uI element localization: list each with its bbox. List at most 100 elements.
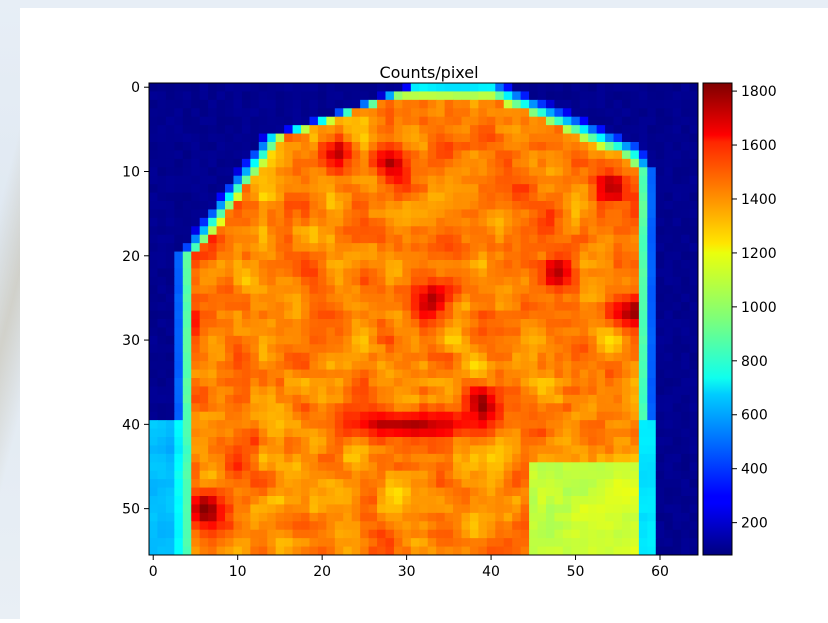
heatmap-cell: [258, 369, 268, 379]
heatmap-cell: [208, 378, 218, 387]
heatmap-cell: [351, 184, 361, 194]
heatmap-cell: [453, 201, 463, 210]
heatmap-cell: [301, 201, 310, 210]
heatmap-cell: [469, 335, 479, 345]
heatmap-cell: [655, 184, 665, 194]
heatmap-cell: [216, 91, 226, 101]
heatmap-cell: [605, 470, 615, 480]
heatmap-cell: [554, 142, 564, 151]
heatmap-cell: [385, 453, 395, 463]
heatmap-cell: [461, 91, 471, 101]
heatmap-cell: [301, 335, 310, 345]
heatmap-cell: [292, 319, 302, 328]
heatmap-cell: [368, 108, 378, 118]
heatmap-cell: [402, 420, 412, 430]
heatmap-cell: [486, 260, 496, 269]
heatmap-cell: [199, 479, 209, 489]
heatmap-cell: [689, 420, 699, 430]
heatmap-cell: [402, 479, 412, 489]
heatmap-cell: [284, 125, 294, 135]
heatmap-cell: [571, 546, 581, 556]
heatmap-cell: [377, 470, 386, 480]
heatmap-cell: [478, 251, 488, 261]
heatmap-cell: [495, 234, 505, 244]
heatmap-cell: [199, 546, 209, 556]
heatmap-cell: [647, 260, 657, 269]
heatmap-cell: [469, 175, 479, 185]
heatmap-cell: [486, 142, 496, 151]
heatmap-cell: [241, 150, 251, 160]
heatmap-cell: [216, 133, 226, 143]
y-tick-label: 20: [122, 249, 140, 265]
heatmap-cell: [292, 529, 302, 539]
heatmap-cell: [233, 470, 243, 480]
heatmap-cell: [368, 319, 378, 328]
heatmap-cell: [486, 83, 496, 92]
heatmap-cell: [182, 209, 192, 219]
heatmap-cell: [309, 394, 319, 404]
heatmap-cell: [292, 251, 302, 261]
heatmap-cell: [309, 378, 319, 387]
heatmap-cell: [250, 285, 260, 295]
heatmap-cell: [638, 276, 648, 286]
heatmap-cell: [360, 529, 370, 539]
heatmap-cell: [191, 496, 201, 505]
heatmap-cell: [545, 361, 555, 371]
x-tick-label: 0: [149, 564, 158, 580]
heatmap-cell: [326, 352, 336, 362]
heatmap-cell: [334, 226, 344, 236]
heatmap-cell: [174, 276, 184, 286]
heatmap-cell: [317, 142, 327, 151]
heatmap-cell: [199, 251, 209, 261]
heatmap-cell: [377, 445, 386, 455]
heatmap-cell: [537, 83, 547, 92]
heatmap-cell: [427, 437, 437, 446]
heatmap-cell: [689, 378, 699, 387]
heatmap-cell: [157, 142, 167, 151]
heatmap-cell: [360, 369, 370, 379]
heatmap-cell: [284, 276, 294, 286]
heatmap-cell: [613, 386, 623, 396]
heatmap-cell: [630, 217, 640, 227]
heatmap-cell: [461, 116, 471, 126]
heatmap-cell: [174, 116, 184, 126]
heatmap-cell: [292, 285, 302, 295]
heatmap-cell: [275, 276, 285, 286]
heatmap-cell: [427, 327, 437, 337]
heatmap-cell: [672, 462, 682, 472]
heatmap-cell: [571, 394, 581, 404]
heatmap-cell: [402, 428, 412, 438]
heatmap-cell: [461, 293, 471, 303]
heatmap-cell: [529, 394, 539, 404]
heatmap-cell: [368, 479, 378, 489]
heatmap-cell: [419, 116, 429, 126]
heatmap-cell: [630, 479, 640, 489]
heatmap-cell: [343, 184, 353, 194]
heatmap-cell: [579, 192, 589, 202]
heatmap-cell: [681, 91, 691, 101]
heatmap-cell: [368, 133, 378, 143]
heatmap-cell: [478, 361, 488, 371]
heatmap-cell: [427, 192, 437, 202]
heatmap-cell: [267, 479, 277, 489]
heatmap-cell: [301, 352, 310, 362]
heatmap-cell: [182, 276, 192, 286]
heatmap-cell: [250, 335, 260, 345]
heatmap-cell: [165, 319, 175, 328]
heatmap-cell: [478, 142, 488, 151]
heatmap-cell: [182, 538, 192, 548]
heatmap-cell: [537, 99, 547, 109]
heatmap-cell: [385, 91, 395, 101]
heatmap-cell: [149, 108, 158, 118]
heatmap-cell: [241, 538, 251, 548]
heatmap-cell: [351, 538, 361, 548]
heatmap-cell: [621, 327, 631, 337]
heatmap-cell: [545, 175, 555, 185]
heatmap-cell: [317, 462, 327, 472]
heatmap-cell: [317, 268, 327, 278]
heatmap-cell: [250, 496, 260, 505]
heatmap-cell: [368, 428, 378, 438]
heatmap-cell: [486, 192, 496, 202]
heatmap-cell: [647, 335, 657, 345]
heatmap-cell: [165, 521, 175, 531]
